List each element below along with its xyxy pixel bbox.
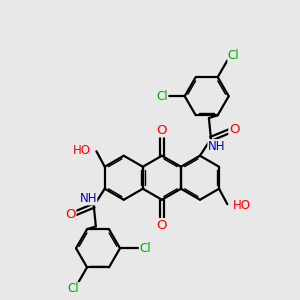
Text: Cl: Cl: [156, 90, 168, 103]
Text: Cl: Cl: [228, 49, 239, 62]
Text: HO: HO: [233, 199, 251, 212]
Text: O: O: [229, 123, 239, 136]
Text: O: O: [65, 208, 76, 221]
Text: NH: NH: [80, 192, 97, 205]
Text: Cl: Cl: [139, 242, 151, 255]
Text: HO: HO: [73, 144, 91, 157]
Text: O: O: [157, 124, 167, 137]
Text: NH: NH: [208, 140, 225, 153]
Text: Cl: Cl: [68, 282, 79, 295]
Text: O: O: [157, 218, 167, 232]
